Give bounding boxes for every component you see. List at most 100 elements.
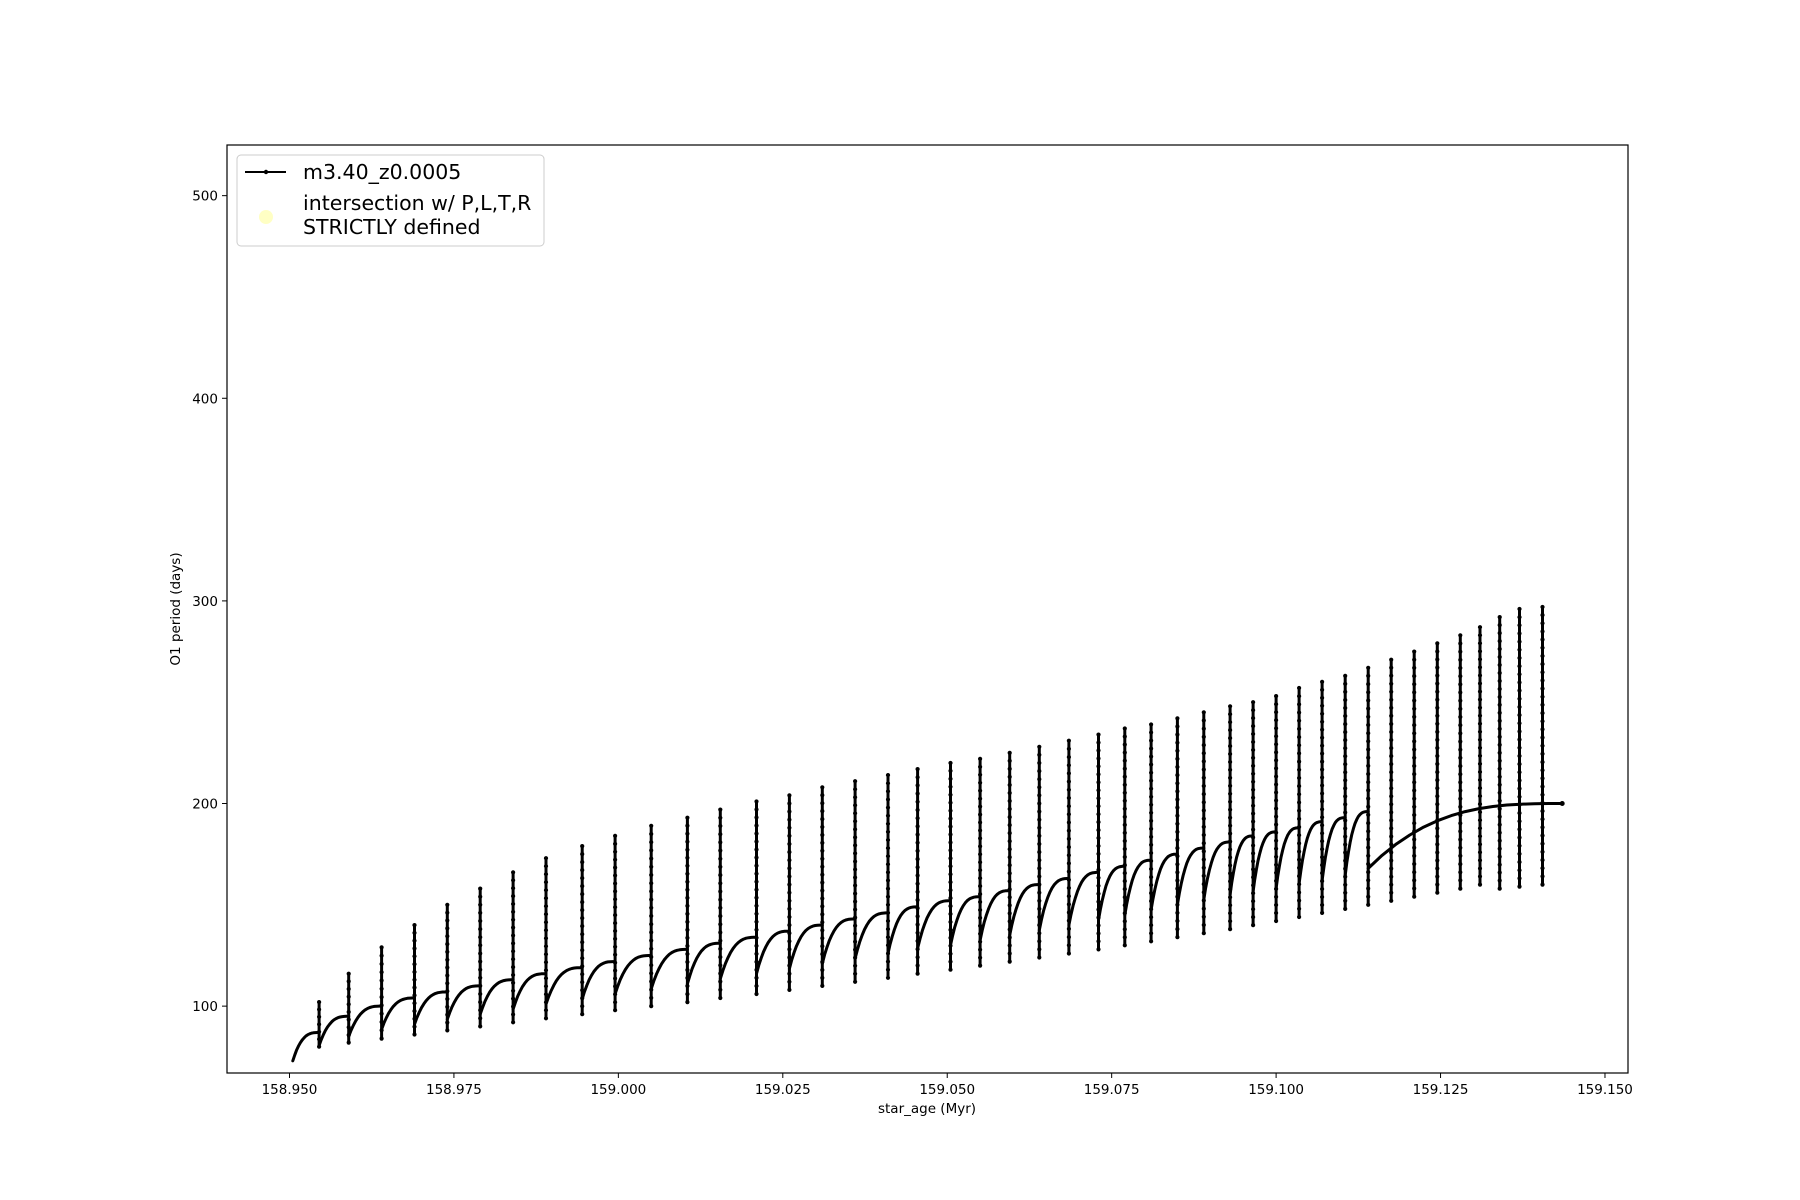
series-point bbox=[1251, 700, 1256, 705]
series-point bbox=[1274, 702, 1279, 707]
series-point bbox=[1297, 800, 1302, 805]
series-point bbox=[718, 815, 723, 820]
series-point bbox=[1066, 812, 1071, 817]
series-point bbox=[510, 996, 516, 1001]
series-point bbox=[1297, 808, 1302, 813]
series-point bbox=[1540, 866, 1545, 871]
series-point bbox=[1389, 898, 1394, 903]
series-point bbox=[1343, 794, 1348, 799]
x-tick-label: 158.950 bbox=[262, 1082, 318, 1098]
series-point bbox=[317, 1029, 322, 1034]
legend-box bbox=[236, 154, 545, 247]
series-point bbox=[754, 839, 759, 844]
series-point bbox=[1477, 641, 1483, 646]
series-point bbox=[1274, 910, 1279, 916]
series-point bbox=[1412, 870, 1417, 875]
series-point bbox=[948, 768, 953, 774]
legend-label-intersection-line2: STRICTLY defined bbox=[303, 215, 481, 239]
series-point bbox=[1343, 681, 1348, 687]
series-point bbox=[915, 848, 920, 854]
series-point bbox=[1037, 866, 1042, 871]
series-point bbox=[787, 947, 792, 952]
series-point bbox=[1497, 742, 1502, 748]
series-point bbox=[478, 1000, 483, 1005]
series-point bbox=[1122, 895, 1127, 900]
series-point bbox=[1517, 868, 1522, 873]
series-point bbox=[478, 943, 483, 948]
series-point bbox=[978, 860, 983, 865]
series-point bbox=[1389, 681, 1394, 686]
series-point bbox=[1096, 931, 1101, 936]
series-point bbox=[1122, 734, 1127, 739]
series-point bbox=[1274, 870, 1279, 875]
series-point bbox=[948, 927, 953, 933]
series-point bbox=[1477, 842, 1483, 847]
series-point bbox=[948, 919, 953, 925]
series-point bbox=[1122, 782, 1127, 787]
series-point bbox=[1477, 649, 1483, 654]
series-point bbox=[1343, 738, 1348, 743]
series-point bbox=[1458, 804, 1463, 810]
series-point bbox=[510, 1004, 516, 1009]
series-point bbox=[1477, 850, 1483, 855]
series-point bbox=[580, 1012, 585, 1017]
series-point bbox=[1540, 694, 1545, 699]
series-point bbox=[1389, 786, 1394, 791]
series-point bbox=[1228, 903, 1233, 908]
series-point bbox=[478, 967, 483, 972]
series-point bbox=[718, 807, 723, 812]
series-point bbox=[1096, 796, 1101, 801]
series-point bbox=[1477, 721, 1483, 726]
series-point bbox=[346, 1002, 351, 1007]
series-point bbox=[1228, 712, 1233, 717]
series-point bbox=[820, 864, 825, 869]
series-point bbox=[1389, 754, 1394, 759]
series-point bbox=[885, 967, 891, 972]
series-envelope-segment bbox=[1228, 834, 1255, 897]
x-tick-label: 159.125 bbox=[1413, 1082, 1469, 1098]
series-point bbox=[1389, 778, 1394, 783]
series-point bbox=[543, 896, 549, 901]
series-point bbox=[613, 944, 618, 949]
series-point bbox=[1201, 882, 1206, 887]
series-point bbox=[1007, 959, 1012, 964]
series-point bbox=[685, 839, 690, 844]
series-point bbox=[379, 961, 384, 967]
series-point bbox=[445, 1004, 450, 1010]
series-point bbox=[1228, 823, 1233, 828]
series-point bbox=[885, 821, 891, 826]
series-point bbox=[1251, 891, 1256, 896]
series-point bbox=[948, 864, 953, 869]
series-point bbox=[445, 973, 450, 978]
series-point bbox=[787, 898, 792, 903]
series-point bbox=[1540, 653, 1545, 659]
series-point bbox=[478, 886, 483, 891]
series-envelope-segment bbox=[978, 889, 1012, 942]
series-point bbox=[1066, 926, 1071, 932]
series-point bbox=[1037, 777, 1042, 782]
series-point bbox=[1320, 831, 1325, 836]
series-point bbox=[1517, 688, 1522, 693]
series-point bbox=[1477, 769, 1483, 775]
series-point bbox=[685, 927, 690, 933]
series-point bbox=[1517, 778, 1522, 783]
series-point bbox=[1274, 718, 1279, 723]
series-point bbox=[718, 823, 723, 829]
series-point bbox=[510, 972, 516, 978]
series-point bbox=[1066, 738, 1071, 743]
series-point bbox=[1540, 825, 1545, 830]
series-point bbox=[1201, 922, 1206, 928]
series-point bbox=[1497, 623, 1502, 628]
series-point bbox=[1007, 823, 1012, 828]
series-point bbox=[1497, 750, 1502, 756]
series-point bbox=[317, 1000, 322, 1005]
series-point bbox=[1175, 935, 1180, 940]
series-point bbox=[1228, 807, 1233, 812]
series-point bbox=[885, 927, 891, 932]
series-point bbox=[915, 775, 920, 780]
series-point bbox=[787, 874, 792, 879]
series-point bbox=[1228, 879, 1233, 884]
series-point bbox=[1540, 735, 1545, 740]
series-point bbox=[1007, 774, 1012, 780]
